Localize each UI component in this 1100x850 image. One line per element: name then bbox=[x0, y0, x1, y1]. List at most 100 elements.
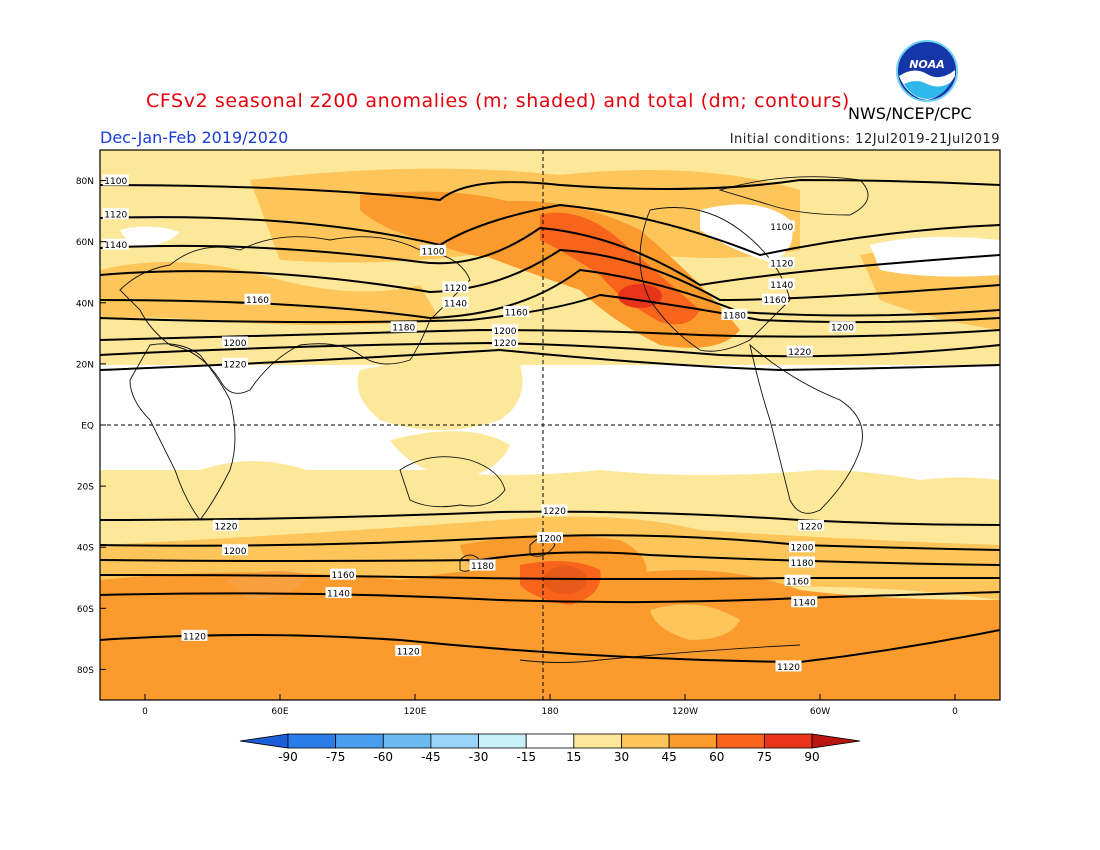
colorbar-swatch bbox=[621, 733, 670, 749]
contour-label-bg bbox=[768, 220, 795, 232]
contour-label: 1220 bbox=[494, 339, 517, 349]
lon-tick-label: 120E bbox=[404, 707, 427, 717]
contour-label-bg bbox=[537, 532, 563, 544]
contour-label-bg bbox=[503, 305, 530, 317]
contour-label-bg bbox=[222, 357, 248, 369]
lon-tick-label: 180 bbox=[541, 707, 558, 717]
colorbar-label: -15 bbox=[516, 750, 536, 764]
contour-label-bg bbox=[721, 309, 748, 320]
contour-label: 1120 bbox=[183, 632, 206, 642]
contour-label-bg bbox=[395, 645, 422, 657]
colorbar-swatch bbox=[716, 733, 765, 749]
contour-label-bg bbox=[213, 519, 239, 531]
contour-label: 1200 bbox=[224, 547, 247, 557]
contour-label-bg bbox=[222, 336, 248, 348]
contour-label-bg bbox=[786, 345, 813, 357]
agency-label: NWS/NCEP/CPC bbox=[848, 104, 972, 123]
season-label: Dec-Jan-Feb 2019/2020 bbox=[100, 128, 289, 147]
contour-label-bg bbox=[775, 660, 802, 672]
contour-label: 1160 bbox=[505, 308, 528, 318]
contour-label-bg bbox=[181, 629, 208, 641]
colorbar-swatch bbox=[382, 733, 432, 749]
contour-label-bg bbox=[789, 541, 815, 553]
lat-tick-label: 40N bbox=[76, 299, 94, 309]
colorbar-label: 90 bbox=[804, 750, 819, 764]
colorbar-label: -45 bbox=[421, 750, 441, 764]
colorbar-swatch bbox=[430, 733, 479, 749]
contour-label: 1120 bbox=[770, 260, 793, 270]
contour-label: 1220 bbox=[224, 360, 247, 370]
lat-tick-label: 60N bbox=[76, 238, 94, 248]
contour-label: 1120 bbox=[397, 648, 420, 658]
contour-label: 1140 bbox=[327, 590, 350, 600]
contour-label-bg bbox=[330, 568, 356, 580]
lon-tick-label: 0 bbox=[142, 707, 148, 717]
contour-label: 1140 bbox=[444, 299, 467, 309]
contour-label-bg bbox=[798, 519, 824, 531]
contour-label-bg bbox=[492, 336, 518, 348]
colorbar-label: 30 bbox=[614, 750, 629, 764]
contour-label: 1120 bbox=[104, 211, 127, 221]
contour-label: 1100 bbox=[104, 177, 127, 187]
contour-label: 1160 bbox=[246, 296, 269, 306]
noaa-logo: NOAA bbox=[896, 40, 958, 102]
colorbar-low-arrow bbox=[239, 733, 289, 749]
initial-conditions-label: Initial conditions: 12Jul2019-21Jul2019 bbox=[729, 132, 1000, 147]
lat-tick-label: 60S bbox=[77, 605, 94, 615]
lon-tick-label: 60E bbox=[271, 707, 288, 717]
colorbar-label: 75 bbox=[757, 750, 772, 764]
contour-label: 1220 bbox=[215, 522, 238, 532]
contour-label: 1200 bbox=[539, 535, 562, 545]
contour-label-bg bbox=[789, 556, 815, 568]
contour-label: 1160 bbox=[786, 577, 809, 587]
contour-label-bg bbox=[102, 174, 129, 186]
colorbar-swatch bbox=[763, 733, 813, 749]
contour-label-bg bbox=[102, 208, 129, 220]
contour-label-bg bbox=[244, 293, 271, 305]
coastlines bbox=[119, 176, 869, 663]
logo-text: NOAA bbox=[909, 58, 945, 71]
colorbar-label: -60 bbox=[373, 750, 393, 764]
contour-label-bg bbox=[541, 504, 568, 516]
contour-label: 1120 bbox=[444, 284, 467, 294]
contour-label: 1180 bbox=[723, 312, 746, 322]
contour-label: 1180 bbox=[392, 324, 415, 334]
colorbar-high-arrow bbox=[811, 733, 861, 749]
contour-label-bg bbox=[222, 544, 248, 556]
lon-tick-label: 120W bbox=[672, 707, 698, 717]
colorbar-label: 60 bbox=[709, 750, 724, 764]
colorbar-label: -90 bbox=[278, 750, 298, 764]
contour-label: 1200 bbox=[224, 339, 247, 349]
lat-tick-label: 40S bbox=[77, 544, 94, 554]
contour-label-bg bbox=[442, 281, 469, 293]
contour-label: 1200 bbox=[831, 324, 854, 334]
contour-label: 1180 bbox=[471, 562, 494, 572]
lat-tick-label: 20S bbox=[77, 483, 94, 493]
contour-label: 1220 bbox=[800, 522, 823, 532]
colorbar-label: 45 bbox=[661, 750, 676, 764]
contour-label-bg bbox=[784, 574, 811, 586]
height-contours bbox=[100, 178, 1000, 664]
colorbar-swatch bbox=[287, 733, 337, 749]
contour-label-bg bbox=[325, 587, 352, 599]
latitude-axis: 80N 60N 40N 20N EQ 20S 40S 60S 80S bbox=[76, 177, 106, 676]
contour-label-bg bbox=[102, 238, 129, 250]
lat-tick-label: 20N bbox=[76, 360, 94, 370]
contour-label: 1160 bbox=[764, 296, 787, 306]
contour-labels: 1100 1120 1140 1160 1180 1200 1220 1100 1120 1140… bbox=[102, 174, 856, 673]
contour-label: 1100 bbox=[770, 223, 793, 233]
contour-label: 1100 bbox=[422, 247, 445, 257]
colorbar-label: -30 bbox=[469, 750, 489, 764]
colorbar-label: 15 bbox=[566, 750, 581, 764]
contour-label-bg bbox=[442, 296, 469, 308]
contour-label-bg bbox=[768, 257, 795, 269]
contour-label: 1220 bbox=[788, 348, 811, 358]
colorbar-swatch bbox=[335, 733, 384, 749]
contour-label-bg bbox=[762, 293, 788, 305]
contour-label: 1140 bbox=[770, 281, 793, 291]
contour-label-bg bbox=[492, 324, 518, 336]
colorbar: -90 -75 -60 -45 -30 -15 15 30 45 60 75 90 bbox=[239, 733, 861, 764]
contour-label: 1120 bbox=[777, 663, 800, 673]
contour-label: 1220 bbox=[543, 507, 566, 517]
